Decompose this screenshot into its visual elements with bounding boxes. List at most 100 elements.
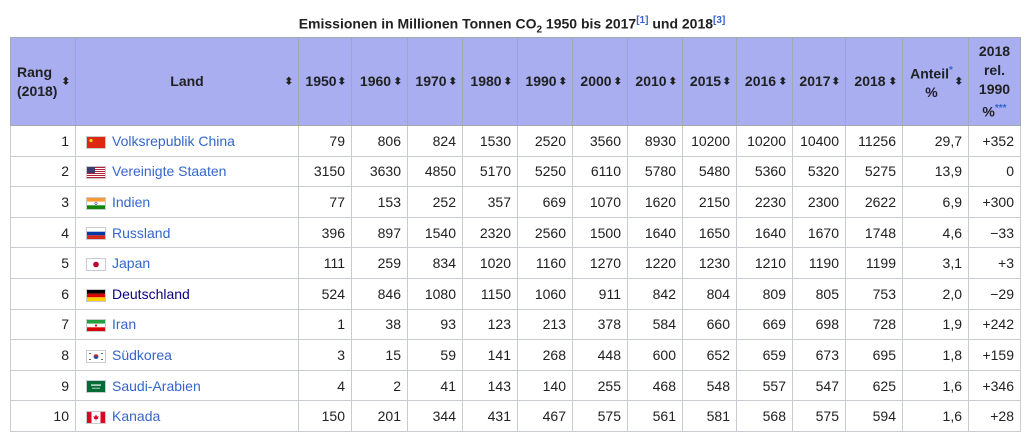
reference-link-3[interactable]: [3] [713,15,726,26]
value-cell-2018: 2622 [845,186,903,218]
column-header-1990[interactable]: 1990 ⬍ [517,37,573,126]
rank-cell: 10 [10,400,76,432]
country-cell: Indien [75,186,299,218]
column-header-rang[interactable]: Rang (2018) ⬍ [10,37,76,126]
value-cell-1950: 524 [298,277,352,310]
value-cell-1960: 806 [351,125,408,157]
country-link[interactable]: Volksrepublik China [112,132,235,149]
column-header-anteil[interactable]: Anteil*% ⬍ [902,37,969,126]
country-link[interactable]: Vereinigte Staaten [112,163,227,180]
country-link[interactable]: Deutschland [112,285,190,302]
column-header-1980[interactable]: 1980 ⬍ [462,37,518,126]
country-link[interactable]: Kanada [112,408,161,425]
sort-icon[interactable]: ⬍ [888,76,897,87]
sort-icon[interactable]: ⬍ [668,76,677,87]
sort-icon[interactable]: ⬍ [284,76,293,87]
value-cell-1980: 431 [462,400,518,432]
value-cell-2015: 1650 [682,216,737,249]
share-cell: 6,9 [902,186,969,218]
value-cell-2017: 1670 [792,216,846,249]
column-header-1960[interactable]: 1960 ⬍ [351,37,408,126]
column-header-2017[interactable]: 2017 ⬍ [792,37,846,126]
value-cell-2016: 5360 [736,155,793,188]
value-cell-2000: 255 [572,369,628,402]
china-flag-icon [86,135,106,149]
value-cell-2010: 584 [627,308,683,341]
change-1990-cell: +352 [968,125,1021,157]
table-row: 9 Saudi-Arabien 4 2 41 143 140 255 468 548 557 547 6… [10,369,1021,402]
india-flag-icon [86,196,106,210]
change-1990-cell: −33 [968,216,1021,249]
value-cell-2016: 809 [736,277,793,310]
share-cell: 1,8 [902,339,969,371]
rank-cell: 6 [10,277,76,310]
column-header-land[interactable]: Land ⬍ [75,37,299,126]
column-header-1950[interactable]: 1950 ⬍ [298,37,352,126]
value-cell-1990: 268 [517,339,573,371]
rank-cell: 8 [10,339,76,371]
value-cell-2018: 594 [845,400,903,432]
value-cell-2016: 1210 [736,247,793,279]
sort-icon[interactable]: ⬍ [337,76,346,87]
value-cell-2010: 5780 [627,155,683,188]
value-cell-2015: 2150 [682,186,737,218]
sort-icon[interactable]: ⬍ [503,76,512,87]
value-cell-1970: 4850 [407,155,463,188]
column-header-rel-1990[interactable]: 2018 rel. 1990 %*** [968,37,1021,126]
country-cell: Vereinigte Staaten [75,155,299,188]
value-cell-1980: 143 [462,369,518,402]
column-header-2018[interactable]: 2018 ⬍ [845,37,903,126]
value-cell-2015: 804 [682,277,737,310]
country-link[interactable]: Saudi-Arabien [112,377,201,394]
value-cell-2016: 659 [736,339,793,371]
sort-icon[interactable]: ⬍ [558,76,567,87]
country-cell: Südkorea [75,339,299,371]
sort-icon[interactable]: ⬍ [778,76,787,87]
header-row: Rang (2018) ⬍ Land ⬍ 1950 ⬍ 1960 ⬍ 1970 ⬍ 19… [10,37,1021,126]
value-cell-1950: 150 [298,400,352,432]
country-link[interactable]: Iran [112,316,137,333]
reference-link-1[interactable]: [1] [636,15,649,26]
column-header-2010[interactable]: 2010 ⬍ [627,37,683,126]
column-header-2015[interactable]: 2015 ⬍ [682,37,737,126]
value-cell-1970: 93 [407,308,463,341]
value-cell-2018: 11256 [845,125,903,157]
sort-icon[interactable]: ⬍ [448,76,457,87]
saudi-arabia-flag-icon [86,380,106,394]
rank-cell: 9 [10,369,76,402]
value-cell-1990: 2520 [517,125,573,157]
sort-icon[interactable]: ⬍ [393,76,402,87]
sort-icon[interactable]: ⬍ [954,76,963,87]
country-link[interactable]: Südkorea [112,346,172,363]
country-link[interactable]: Japan [112,255,151,272]
canada-flag-icon [86,410,106,424]
value-cell-1980: 1150 [462,277,518,310]
table-row: 3 Indien 77 153 252 357 669 1070 1620 2150 2230 230… [10,186,1021,218]
value-cell-1990: 140 [517,369,573,402]
value-cell-2010: 842 [627,277,683,310]
value-cell-2015: 581 [682,400,737,432]
value-cell-1950: 1 [298,308,352,341]
share-cell: 13,9 [902,155,969,188]
column-header-1970[interactable]: 1970 ⬍ [407,37,463,126]
value-cell-2000: 575 [572,400,628,432]
column-header-2000[interactable]: 2000 ⬍ [572,37,628,126]
value-cell-2016: 1640 [736,216,793,249]
value-cell-1960: 3630 [351,155,408,188]
sort-icon[interactable]: ⬍ [613,76,622,87]
value-cell-1980: 2320 [462,216,518,249]
value-cell-2010: 8930 [627,125,683,157]
country-link[interactable]: Indien [112,193,151,210]
iran-flag-icon [86,319,106,333]
sort-icon[interactable]: ⬍ [831,76,840,87]
sort-icon[interactable]: ⬍ [61,76,70,87]
sort-icon[interactable]: ⬍ [722,76,731,87]
value-cell-2016: 2230 [736,186,793,218]
country-cell: Japan [75,247,299,279]
value-cell-2017: 547 [792,369,846,402]
value-cell-2017: 698 [792,308,846,341]
value-cell-1970: 252 [407,186,463,218]
country-link[interactable]: Russland [112,224,171,241]
column-header-2016[interactable]: 2016 ⬍ [736,37,793,126]
value-cell-2017: 805 [792,277,846,310]
